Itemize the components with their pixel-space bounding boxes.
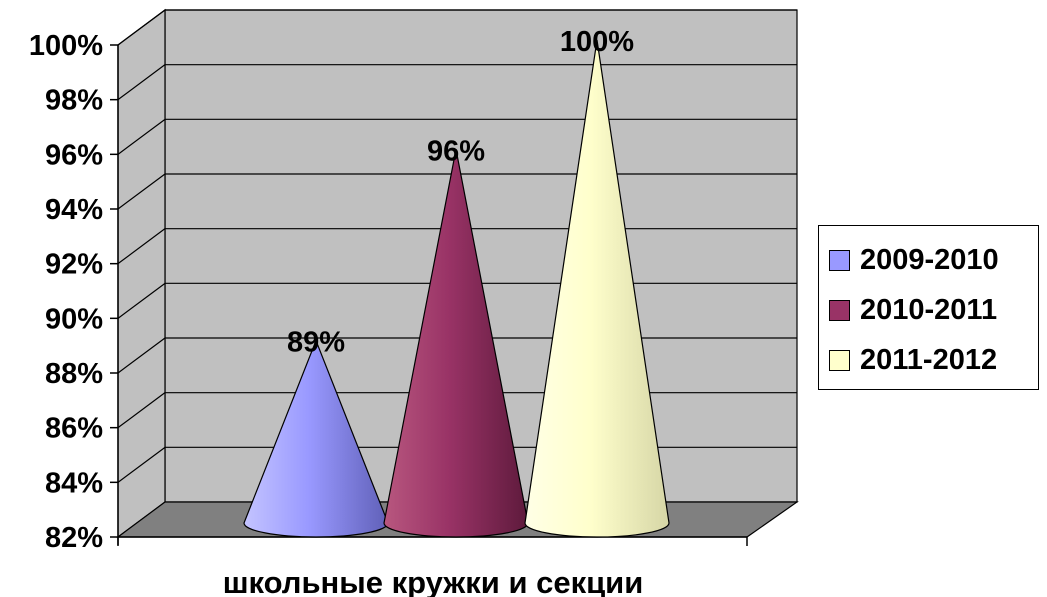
gridline-side [117, 9, 166, 46]
cone-body [383, 149, 529, 538]
y-tick-label: 100% [29, 30, 103, 62]
y-tick-labels: 82% 84% 86% 88% 90% 92% 94% 96% 98% 100% [29, 30, 118, 554]
cone-body [243, 339, 389, 538]
y-tick-label: 84% [45, 467, 103, 499]
legend-item-2010-2011: 2010-2011 [829, 290, 997, 330]
legend-swatch-2009-2010 [829, 249, 850, 271]
y-tick-label: 86% [45, 413, 103, 445]
cone-2011-2012 [524, 39, 670, 538]
y-tick-label: 88% [45, 358, 103, 390]
data-label: 96% [427, 135, 485, 167]
legend-label: 2010-2011 [860, 293, 998, 326]
cones [243, 39, 670, 538]
cone-2010-2011 [383, 149, 529, 538]
data-labels: 89% 96% 100% [287, 26, 634, 359]
cone-2009-2010 [243, 339, 389, 538]
legend-item-2011-2012: 2011-2012 [829, 340, 997, 380]
legend-swatch-2010-2011 [829, 299, 850, 321]
gridline-side [117, 392, 166, 429]
legend-label: 2009-2010 [860, 243, 999, 276]
legend: 2009-2010 2010-2011 2011-2012 [818, 225, 1039, 390]
gridline-side [117, 173, 166, 210]
gridline-side [117, 64, 166, 101]
legend-item-2009-2010: 2009-2010 [829, 240, 999, 280]
plot-side-wall [117, 8, 166, 539]
gridline-side [117, 118, 166, 155]
y-tick-label: 90% [45, 303, 103, 335]
gridline-side [117, 228, 166, 265]
x-axis-label: школьные кружки и секции [223, 565, 644, 597]
y-tick-label: 92% [45, 249, 103, 281]
cone-body [524, 39, 670, 538]
y-tick-label: 96% [45, 139, 103, 171]
axes [117, 45, 748, 546]
y-tick-label: 94% [45, 194, 103, 226]
y-tick-label: 98% [45, 85, 103, 117]
data-label: 89% [287, 327, 345, 359]
legend-label: 2011-2012 [860, 343, 998, 376]
gridline-side [117, 337, 166, 374]
gridline-side [117, 446, 166, 483]
gridline-side [117, 282, 166, 319]
legend-swatch-2011-2012 [829, 349, 850, 371]
y-tick-label: 82% [45, 522, 103, 554]
data-label: 100% [560, 26, 634, 58]
